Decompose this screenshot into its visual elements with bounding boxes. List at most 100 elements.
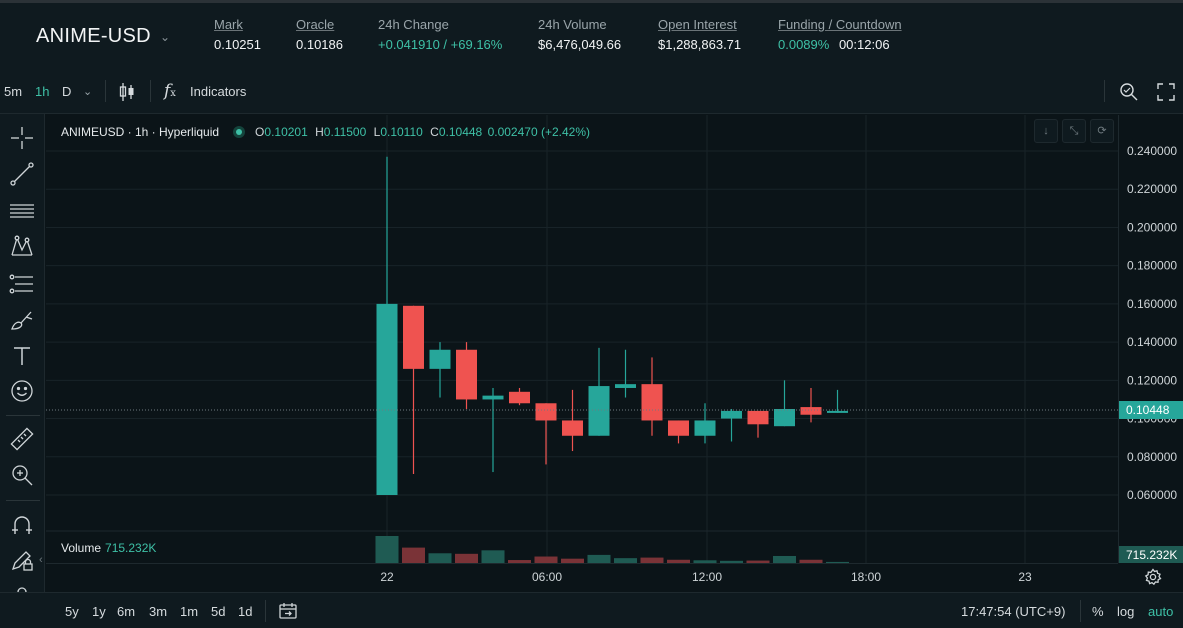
time-axis[interactable]: 22 06:00 12:00 18:00 23 [46,563,1118,589]
emoji-icon[interactable] [9,378,35,404]
volume-bar [587,554,611,563]
interval-1h[interactable]: 1h [35,84,50,99]
chart-pane[interactable] [46,115,1118,563]
volume-badge-label: 715.232K [1126,548,1177,562]
collapse-toolbar-icon[interactable]: ‹ [39,554,43,566]
volume-bar [746,560,770,563]
price-tick-label: 0.180000 [1127,259,1177,273]
range-1y[interactable]: 1y [92,604,106,619]
status-dot-icon [233,126,246,138]
range-1m[interactable]: 1m [180,604,199,619]
text-icon[interactable] [9,343,35,369]
chart-legend: ANIMEUSD · 1h · Hyperliquid O0.10201 H0.1… [61,124,590,139]
range-3m[interactable]: 3m [149,604,168,619]
range-6m[interactable]: 6m [117,604,136,619]
volume-bar [720,560,743,563]
collapse-pane-icon[interactable]: ⤡ [1062,119,1086,143]
candle-body [827,410,848,413]
candle-body [535,403,557,421]
stat-label[interactable]: Funding / Countdown [778,17,902,32]
settings-gear-icon[interactable] [1144,568,1162,586]
screenshot-search-icon[interactable] [1118,81,1140,103]
candle-body [403,305,424,369]
stat-label[interactable]: Mark [214,17,243,32]
date-range-icon[interactable] [278,601,298,621]
range-5y[interactable]: 5y [65,604,79,619]
log-toggle[interactable]: log [1117,604,1135,619]
candle-body [429,349,451,369]
drawing-toolbar: ‹ [0,114,45,628]
candle-body [588,386,610,436]
candle-body [482,395,504,400]
indicators-button[interactable]: Indicators [190,84,247,99]
fx-icon[interactable]: fx [164,81,176,101]
volume-bar [614,558,637,563]
trendline-icon[interactable] [9,161,35,187]
volume-bar [455,553,478,563]
stat-value-row: 0.0089% 00:12:06 [778,37,902,52]
ruler-icon[interactable] [9,426,35,452]
stat-24h-change: 24h Change +0.041910 / +69.16% [378,17,502,52]
interval-dropdown-icon[interactable]: ⌄ [83,86,93,98]
legend-change: 0.002470 (+2.42%) [487,125,590,139]
volume-bar [375,536,399,563]
candle-body [747,410,769,425]
legend-high: 0.11500 [323,125,367,139]
volume-value: 715.232K [105,541,157,555]
candle-body [694,420,716,436]
toolbar-divider [150,80,151,102]
percent-toggle[interactable]: % [1092,604,1104,619]
reset-pane-icon[interactable]: ⟳ [1090,119,1114,143]
clock-time[interactable]: 17:47:54 (UTC+9) [961,604,1066,619]
price-tick-label: 0.240000 [1127,144,1177,158]
market-pair-selector[interactable]: ANIME-USD [36,25,151,47]
volume-bar [534,556,558,563]
legend-c-label: C [430,125,439,139]
candle-type-icon[interactable] [118,82,136,102]
volume-label: Volume [61,541,102,555]
candle-body [721,410,742,419]
interval-d[interactable]: D [62,84,72,99]
horizontal-lines-icon[interactable] [9,198,35,224]
interval-5m[interactable]: 5m [4,84,23,99]
range-1d[interactable]: 1d [238,604,253,619]
price-tick-label: 0.120000 [1127,373,1177,387]
market-header: ANIME-USD ⌄ Mark 0.10251 Oracle 0.10186 … [0,0,1183,70]
stat-mark: Mark 0.10251 [214,17,261,52]
candle-body [509,391,530,404]
time-tick-label: 12:00 [692,570,722,584]
volume-bar [561,558,584,563]
fullscreen-icon[interactable] [1156,82,1176,102]
magnet-icon[interactable] [9,512,35,538]
stat-oracle: Oracle 0.10186 [296,17,343,52]
auto-toggle[interactable]: auto [1148,604,1174,619]
fib-icon[interactable] [9,271,35,297]
price-tick-label: 0.160000 [1127,297,1177,311]
legend-open: 0.10201 [264,125,308,139]
volume-bar [481,550,505,563]
scroll-down-icon[interactable]: ↓ [1034,119,1058,143]
stat-funding: Funding / Countdown 0.0089% 00:12:06 [778,17,902,52]
candle-body [668,420,689,436]
price-scale[interactable]: 0.240000 0.220000 0.200000 0.180000 0.160000… [1118,115,1183,563]
crosshair-icon[interactable] [9,125,35,151]
volume-bar [773,555,796,563]
pattern-icon[interactable] [9,233,35,259]
lock-pencil-icon[interactable] [9,547,35,573]
stat-label: 24h Change [378,17,449,32]
stat-label[interactable]: Open Interest [658,17,737,32]
brush-icon[interactable] [9,307,35,333]
bottom-bar: 5y 1y 6m 3m 1m 5d 1d 17:47:54 (UTC+9) % … [0,592,1183,628]
chevron-down-icon[interactable]: ⌄ [160,30,171,44]
range-5d[interactable]: 5d [211,604,226,619]
candlestick-chart[interactable] [46,115,1118,563]
stat-value: $6,476,049.66 [538,37,622,52]
price-tick-label: 0.060000 [1127,488,1177,502]
zoom-in-icon[interactable] [9,462,35,488]
stat-value: 0.10251 [214,37,261,52]
price-axis: 0.240000 0.220000 0.200000 0.180000 0.160000… [1119,144,1183,563]
legend-symbol: ANIMEUSD · 1h · Hyperliquid [61,125,220,139]
volume-bar [826,561,849,563]
last-price-badge [1119,400,1183,419]
stat-label[interactable]: Oracle [296,17,335,32]
